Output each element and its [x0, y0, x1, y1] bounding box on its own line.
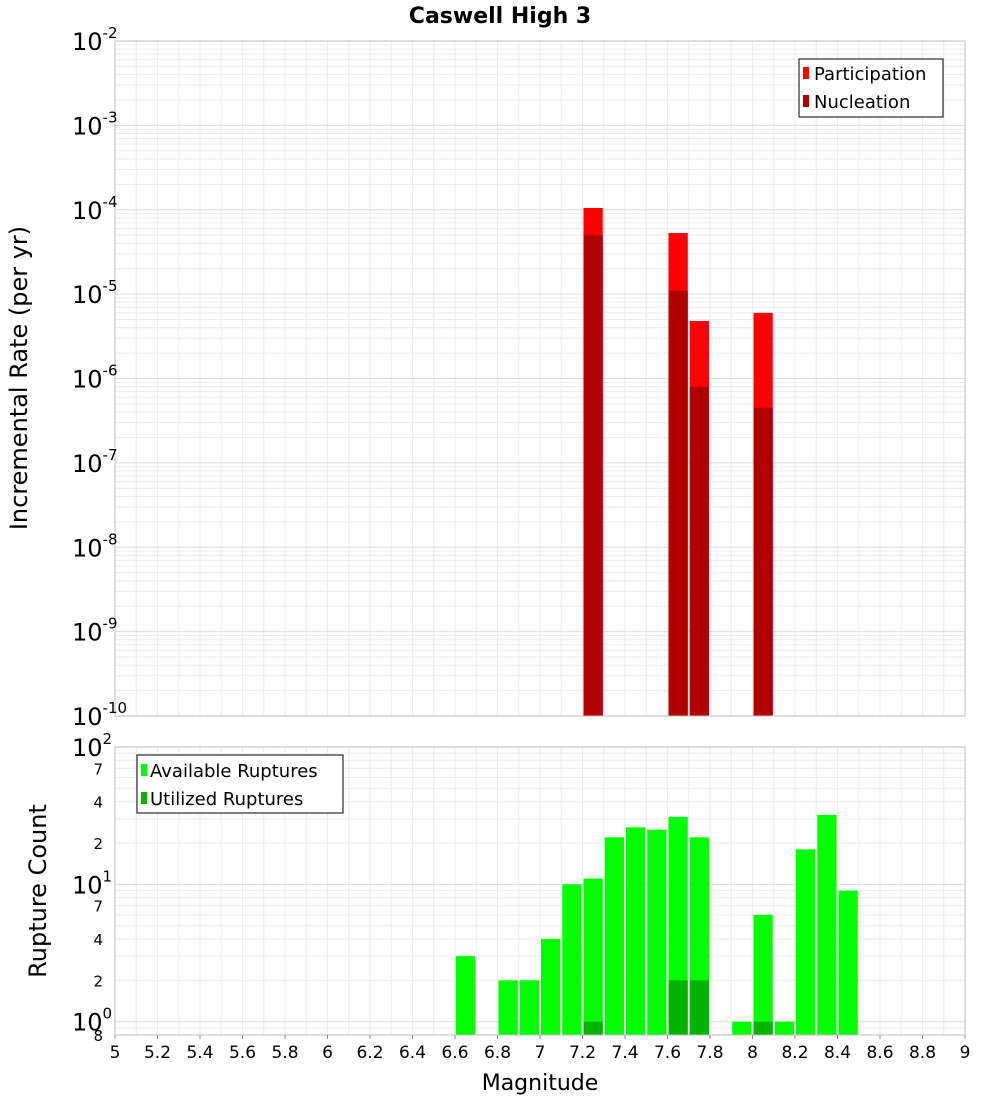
- bottom-plot-y-ticks: 102 101 100 7 4 2 7 4 2 8: [72, 730, 112, 1045]
- bar-utilized-ruptures: [689, 980, 709, 1035]
- bar-nucleation: [689, 386, 709, 716]
- x-tick-label: 5.6: [229, 1043, 256, 1063]
- x-tick-label: 5: [110, 1043, 121, 1063]
- top-plot-bars: [583, 207, 773, 716]
- y-tick-label: 10-10: [72, 699, 127, 731]
- bar-available-ruptures: [519, 980, 539, 1035]
- x-axis-ticks: 5 5.2 5.4 5.6 5.8 6 6.2 6.4 6.6 6.8 7 7.2 7.4 7.6 7.8 8…: [110, 1035, 971, 1063]
- x-tick-label: 6.2: [356, 1043, 383, 1063]
- top-plot-frame: [114, 40, 966, 717]
- x-tick-label: 7.2: [569, 1043, 596, 1063]
- chart-title: Caswell High 3: [409, 4, 591, 29]
- y-tick-label: 10-5: [72, 277, 118, 309]
- x-tick-label: 7.8: [696, 1043, 723, 1063]
- x-tick-label: 6.4: [399, 1043, 426, 1063]
- y-tick-label: 10-7: [72, 446, 118, 478]
- y-minor-tick-label: 8: [93, 1027, 103, 1045]
- top-y-axis-label: Incremental Rate (per yr): [5, 226, 33, 530]
- legend-swatch-utilized-ruptures: [141, 792, 147, 804]
- y-tick-label: 10-6: [72, 362, 118, 394]
- y-tick-label: 10-8: [72, 530, 118, 562]
- legend-swatch-nucleation: [803, 95, 809, 107]
- y-tick-label: 100: [72, 1005, 112, 1037]
- x-tick-label: 5.8: [271, 1043, 298, 1063]
- y-minor-tick-label: 7: [93, 760, 103, 778]
- bottom-legend-box: [136, 754, 344, 814]
- y-tick-label: 10-3: [72, 108, 118, 140]
- top-legend-box: [798, 58, 944, 118]
- bar-available-ruptures: [838, 890, 858, 1035]
- legend-swatch-participation: [803, 67, 809, 79]
- x-tick-label: 8.6: [866, 1043, 893, 1063]
- y-minor-tick-label: 4: [93, 794, 103, 812]
- legend-label-utilized-ruptures: Utilized Ruptures: [150, 789, 303, 810]
- y-minor-tick-label: 4: [93, 931, 103, 949]
- bar-available-ruptures: [456, 956, 476, 1035]
- bar-utilized-ruptures: [668, 980, 688, 1035]
- bar-available-ruptures: [604, 837, 624, 1035]
- bar-available-ruptures: [732, 1021, 752, 1035]
- bar-available-ruptures: [626, 827, 646, 1035]
- bar-available-ruptures: [753, 914, 773, 1035]
- bar-available-ruptures: [796, 849, 816, 1035]
- x-tick-label: 8.2: [781, 1043, 808, 1063]
- x-tick-label: 5.2: [144, 1043, 171, 1063]
- x-tick-label: 6.8: [484, 1043, 511, 1063]
- y-minor-tick-label: 2: [93, 972, 103, 990]
- top-plot: 10-2 10-3 10-4 10-5 10-6 10-7 10-8 10-9 10-10 In…: [5, 24, 966, 731]
- x-tick-label: 9: [960, 1043, 971, 1063]
- bar-available-ruptures: [541, 939, 561, 1035]
- bar-available-ruptures: [817, 814, 837, 1035]
- bar-available-ruptures: [562, 884, 582, 1035]
- legend-label-available-ruptures: Available Ruptures: [150, 761, 318, 782]
- y-minor-tick-label: 7: [93, 898, 103, 916]
- bottom-legend: Available Ruptures Utilized Ruptures: [136, 754, 344, 814]
- y-tick-label: 102: [72, 730, 112, 762]
- bar-available-ruptures: [647, 829, 667, 1035]
- legend-label-nucleation: Nucleation: [814, 92, 910, 113]
- x-tick-label: 7: [535, 1043, 546, 1063]
- bottom-plot: 102 101 100 7 4 2 7 4 2 8 Rupture Count Available…: [24, 730, 970, 1096]
- x-tick-label: 5.4: [186, 1043, 213, 1063]
- y-tick-label: 10-2: [72, 24, 118, 56]
- legend-label-participation: Participation: [814, 64, 926, 85]
- x-axis-label: Magnitude: [482, 1071, 599, 1096]
- y-tick-label: 10-4: [72, 193, 118, 225]
- bar-nucleation: [668, 290, 688, 716]
- x-tick-label: 6.6: [441, 1043, 468, 1063]
- x-tick-label: 7.6: [654, 1043, 681, 1063]
- x-tick-label: 7.4: [611, 1043, 638, 1063]
- x-tick-label: 6: [322, 1043, 333, 1063]
- bar-utilized-ruptures: [753, 1021, 773, 1035]
- bottom-y-axis-label: Rupture Count: [24, 804, 52, 978]
- top-plot-grid: [114, 40, 966, 717]
- bar-utilized-ruptures: [583, 1021, 603, 1035]
- bar-available-ruptures: [774, 1021, 794, 1035]
- legend-swatch-available-ruptures: [141, 764, 147, 776]
- x-tick-label: 8: [747, 1043, 758, 1063]
- bar-available-ruptures: [583, 878, 603, 1035]
- top-legend: Participation Nucleation: [798, 58, 944, 118]
- bottom-plot-bars: [456, 814, 858, 1035]
- bar-nucleation: [583, 235, 603, 716]
- x-tick-label: 8.8: [909, 1043, 936, 1063]
- bar-available-ruptures: [498, 980, 518, 1035]
- bar-nucleation: [753, 407, 773, 716]
- y-tick-label: 10-9: [72, 615, 118, 647]
- y-tick-label: 101: [72, 867, 112, 899]
- x-tick-label: 8.4: [824, 1043, 851, 1063]
- y-minor-tick-label: 2: [93, 835, 103, 853]
- top-plot-y-ticks: 10-2 10-3 10-4 10-5 10-6 10-7 10-8 10-9 10-10: [72, 24, 127, 731]
